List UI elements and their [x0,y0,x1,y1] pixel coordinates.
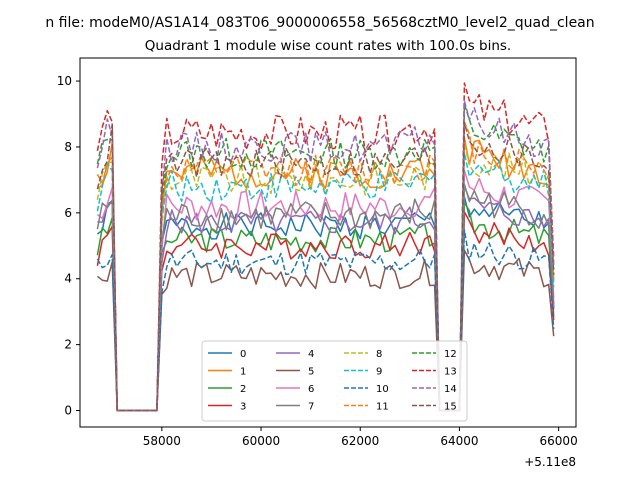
legend-label-0: 0 [240,349,246,360]
series-line-3 [96,211,555,412]
x-tick-label: 64000 [440,434,478,448]
series-line-11 [96,121,555,412]
legend-label-11: 11 [376,402,389,413]
series-line-10 [96,229,555,412]
y-tick-label: 2 [64,338,72,352]
legend-label-9: 9 [376,367,382,378]
legend-label-15: 15 [444,402,457,413]
legend-label-7: 7 [308,402,314,413]
legend-label-5: 5 [308,367,314,378]
y-tick-label: 4 [64,272,72,286]
series-line-9 [96,152,555,412]
legend-label-14: 14 [444,384,457,395]
series-line-15 [96,121,555,412]
legend-label-8: 8 [376,349,382,360]
legend-label-10: 10 [376,384,389,395]
legend-label-13: 13 [444,367,457,378]
y-tick-label: 0 [64,404,72,418]
plot-area-frame [79,57,577,428]
x-tick-label: 62000 [341,434,379,448]
plot-lines [96,82,555,412]
x-tick-label: 66000 [540,434,578,448]
y-tick-label: 6 [64,206,72,220]
x-offset-label: +5.11e8 [524,455,576,469]
series-line-5 [96,249,555,412]
x-axis: 58000 60000 62000 64000 66000 [143,427,578,448]
y-tick-label: 10 [57,74,72,88]
series-line-2 [96,201,555,412]
series-line-6 [96,169,555,412]
legend-label-1: 1 [240,367,246,378]
series-line-14 [96,100,555,412]
legend-label-2: 2 [240,384,246,395]
series-line-8 [96,142,555,412]
series-line-13 [96,82,555,412]
chart-title: Quadrant 1 module wise count rates with … [145,38,511,54]
chart-suptitle: n file: modeM0/AS1A14_083T06_9000006558_… [45,15,594,31]
legend-label-6: 6 [308,384,314,395]
y-tick-label: 8 [64,140,72,154]
legend-label-12: 12 [444,349,457,360]
x-tick-label: 60000 [242,434,280,448]
legend-label-4: 4 [308,349,314,360]
series-line-7 [96,183,555,412]
x-tick-label: 58000 [143,434,181,448]
legend-label-3: 3 [240,402,246,413]
legend-box [201,340,468,422]
y-axis: 0 2 4 6 8 10 [57,74,80,418]
